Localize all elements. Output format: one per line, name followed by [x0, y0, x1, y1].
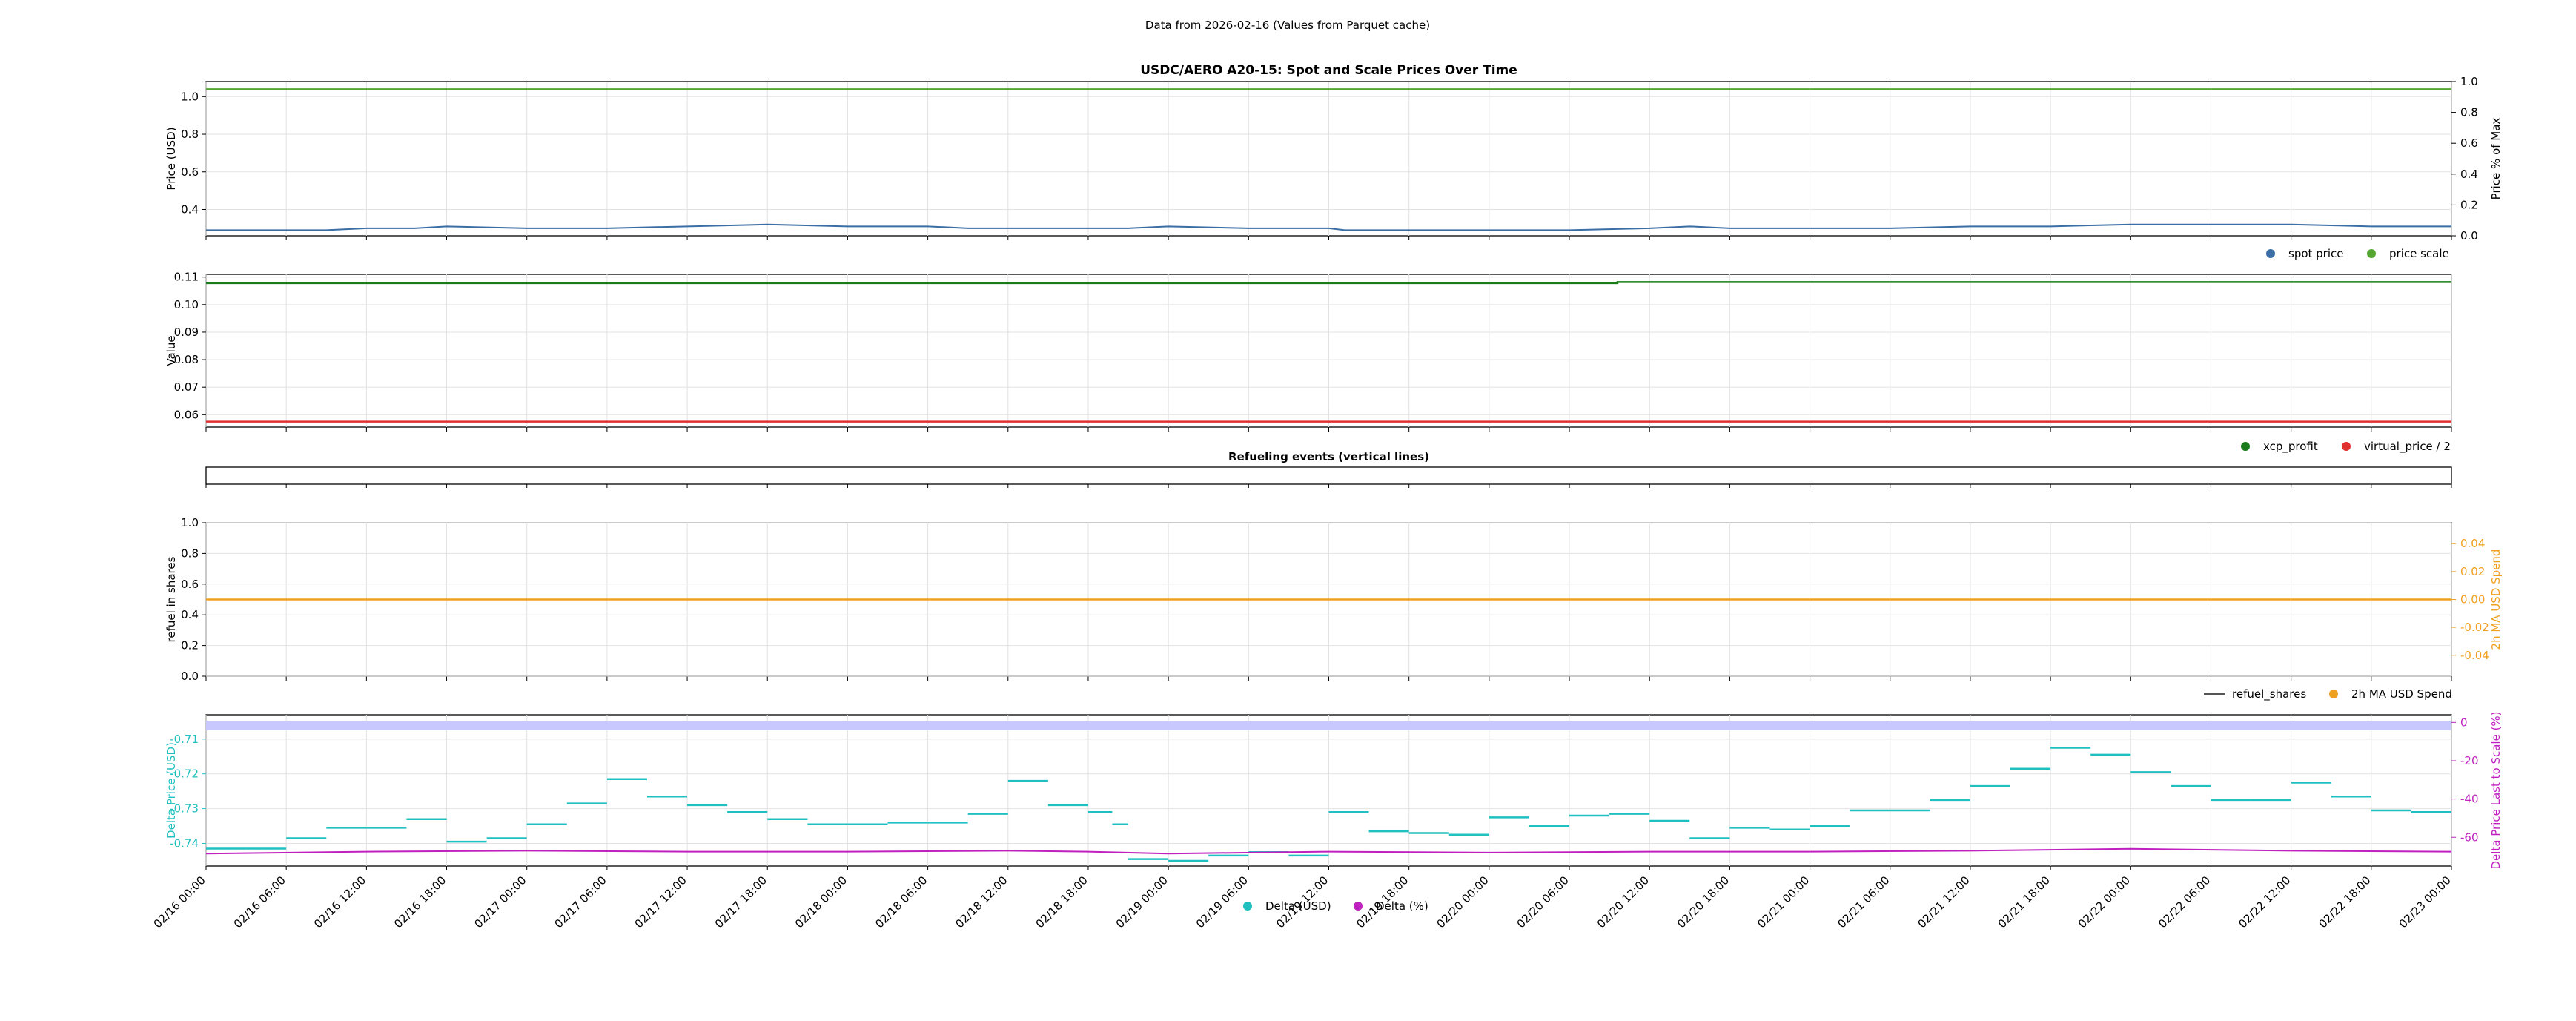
header-text: Data from 2026-02-16 (Values from Parque… [1145, 19, 1430, 32]
legend-spot-price-marker [2266, 249, 2275, 258]
x-tick-label: 02/22 00:00 [2076, 873, 2133, 931]
panel-refuel-rtick-label: 0.02 [2460, 565, 2485, 578]
x-tick-label: 02/20 06:00 [1514, 873, 1572, 931]
legend-delta-pct-marker [1354, 902, 1363, 911]
legend-refuel-shares-label: refuel_shares [2232, 687, 2306, 701]
legend-usd-spend-marker [2329, 690, 2338, 698]
panel-spot-rtick-label: 1.0 [2460, 75, 2478, 88]
plot-area: 0.4 0.6 0.8 1.0 Price (USD) 0.0 0.2 0.4 0.6 0.8 1.… [151, 63, 2503, 931]
x-tick-label: 02/20 18:00 [1675, 873, 1732, 931]
panel-delta-ytick-label: -0.74 [170, 837, 199, 850]
panel-profit-ytick-label: 0.09 [174, 326, 199, 339]
panel-profit-ytick-label: 0.10 [174, 298, 199, 311]
x-tick-label: 02/17 00:00 [471, 873, 529, 931]
panel-delta-ytick-label: -0.72 [170, 767, 199, 781]
x-tick-label: 02/18 18:00 [1033, 873, 1090, 931]
legend-usd-spend-label: 2h MA USD Spend [2351, 687, 2452, 701]
x-tick-label: 02/21 12:00 [1916, 873, 1973, 931]
panel-delta-rtick-label: -60 [2460, 830, 2479, 844]
legend-delta-usd-marker [1243, 902, 1252, 911]
panel-profit-ytick-label: 0.08 [174, 353, 199, 366]
x-tick-label: 02/16 12:00 [311, 873, 368, 931]
x-tick-label: 02/16 00:00 [151, 873, 208, 931]
legend-price-scale-label: price scale [2389, 247, 2449, 260]
x-tick-label: 02/19 00:00 [1113, 873, 1171, 931]
legend-virtual-price-marker [2342, 442, 2351, 451]
x-tick-label: 02/21 00:00 [1755, 873, 1812, 931]
panel-refuel-rtick-label: -0.02 [2460, 621, 2489, 634]
legend-price-scale-marker [2367, 249, 2376, 258]
delta-band [206, 721, 2451, 730]
x-tick-label: 02/22 06:00 [2156, 873, 2213, 931]
legend-delta-usd-label: Delta (USD) [1265, 899, 1331, 913]
panel-spot-ytick-label: 1.0 [181, 90, 199, 103]
panel-refuel-ytick-label: 1.0 [181, 516, 199, 529]
panel-refuel-ytick-label: 0.6 [181, 578, 199, 591]
panel-spot-ytick-label: 0.8 [181, 128, 199, 141]
panel-refuel-ytick-label: 0.4 [181, 608, 199, 621]
x-tick-label: 02/18 00:00 [792, 873, 850, 931]
panel-delta-rtick-label: 0 [2460, 716, 2468, 729]
legend-spot-price-label: spot price [2288, 247, 2344, 260]
panel-spot-rtick-label: 0.6 [2460, 136, 2478, 150]
x-tick-label: 02/16 06:00 [231, 873, 288, 931]
x-tick-label: 02/17 06:00 [552, 873, 609, 931]
delta-pct-line [205, 847, 2452, 855]
panel-profit-ytick-label: 0.07 [174, 380, 199, 394]
panel-profit-ytick-label: 0.11 [174, 271, 199, 284]
panel-spot-rtick-label: 0.0 [2460, 229, 2478, 242]
panel-refuel-ytick-label: 0.0 [181, 670, 199, 683]
x-tick-label: 02/23 00:00 [2397, 873, 2454, 931]
x-tick-label: 02/21 06:00 [1835, 873, 1892, 931]
spot-chart-title: USDC/AERO A20-15: Spot and Scale Prices … [1140, 63, 1517, 78]
panel-refuel-events-frame [205, 466, 2452, 485]
x-tick-label: 02/20 12:00 [1595, 873, 1652, 931]
panel-spot-ylabel-right: Price % of Max [2489, 118, 2503, 200]
panel-spot-rtick-label: 0.2 [2460, 198, 2478, 211]
panel-delta-ylabel: Delta Price (USD) [165, 742, 178, 839]
legend-xcp-profit-marker [2241, 442, 2250, 451]
panel-delta-ylabel-right: Delta Price Last to Scale (%) [2489, 711, 2503, 869]
panel-refuel-ytick-label: 0.2 [181, 639, 199, 652]
panel-spot-rtick-label: 0.4 [2460, 168, 2478, 181]
panel-refuel-rtick-label: 0.04 [2460, 537, 2485, 550]
panel-refuel-rtick-label: -0.04 [2460, 649, 2489, 662]
spot-price-line [206, 223, 2451, 231]
panel-spot-rtick-label: 0.8 [2460, 106, 2478, 119]
panel-delta-ytick-label: -0.71 [170, 733, 199, 746]
x-tick-label: 02/21 18:00 [1996, 873, 2053, 931]
panel-delta-ytick-label: -0.73 [170, 802, 199, 816]
panel-refuel-ylabel-right: 2h MA USD Spend [2489, 549, 2503, 650]
x-tick-label: 02/20 00:00 [1434, 873, 1491, 931]
panel-refuel-ylabel: refuel in shares [165, 556, 178, 642]
x-tick-label: 02/22 18:00 [2316, 873, 2373, 931]
x-tick-label: 02/22 12:00 [2236, 873, 2293, 931]
x-tick-label: 02/18 06:00 [873, 873, 930, 931]
x-tick-label: 02/17 12:00 [632, 873, 689, 931]
panel-spot-ylabel: Price (USD) [165, 127, 178, 190]
panel-refuel-rtick-label: 0.00 [2460, 593, 2485, 607]
refuel-events-title: Refueling events (vertical lines) [1228, 450, 1429, 463]
legend-virtual-price-label: virtual_price / 2 [2364, 440, 2451, 454]
x-tick-label: 02/16 18:00 [391, 873, 448, 931]
legend-delta-pct-label: Delta (%) [1376, 899, 1428, 913]
x-tick-label: 02/18 12:00 [953, 873, 1010, 931]
panel-profit-ytick-label: 0.06 [174, 408, 199, 421]
legend-xcp-profit-label: xcp_profit [2263, 440, 2318, 454]
x-tick-label: 02/19 06:00 [1193, 873, 1251, 931]
x-tick-label: 02/17 18:00 [712, 873, 769, 931]
panel-spot-ytick-label: 0.6 [181, 165, 199, 179]
panel-delta-rtick-label: -40 [2460, 793, 2479, 806]
panel-delta-rtick-label: -20 [2460, 754, 2479, 767]
panel-spot-ytick-label: 0.4 [181, 202, 199, 216]
panel-profit-ylabel: Value [165, 335, 178, 366]
panel-refuel-ytick-label: 0.8 [181, 546, 199, 560]
